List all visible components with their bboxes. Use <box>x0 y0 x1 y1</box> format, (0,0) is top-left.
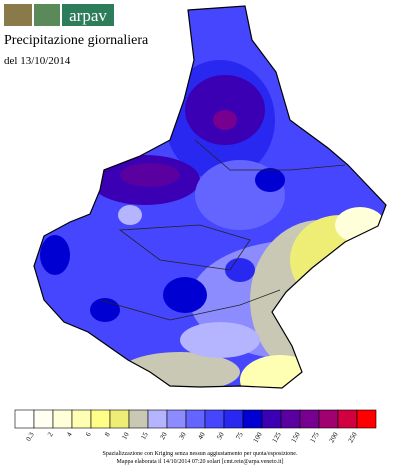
legend-swatch <box>318 409 339 429</box>
legend-swatch <box>128 409 149 429</box>
legend-label: 75 <box>234 431 245 441</box>
field <box>118 205 142 225</box>
footer-note: Mappa elaborata il 14/10/2014 07:20 sola… <box>117 459 284 465</box>
legend-swatch <box>337 409 358 429</box>
province-border <box>99 289 281 321</box>
legend-label: 6 <box>84 431 93 438</box>
field <box>225 258 255 282</box>
legend-swatch <box>33 409 54 429</box>
logo-box <box>62 4 114 26</box>
logo-text: arpav <box>69 6 107 25</box>
legend-swatch <box>280 409 301 429</box>
legend-swatch <box>109 409 130 429</box>
legend-swatch <box>261 409 282 429</box>
logo-emblem <box>34 4 60 26</box>
footer-note: Spazializzazione con Kriging senza nessu… <box>103 451 298 457</box>
legend-label: 30 <box>177 431 188 441</box>
field <box>335 207 385 243</box>
legend-label: 200 <box>328 431 340 445</box>
legend-swatch <box>90 409 111 429</box>
legend-label: 150 <box>290 431 302 445</box>
province-border <box>194 139 346 171</box>
title: Precipitazione giornaliera <box>4 33 149 48</box>
legend-swatch <box>71 409 92 429</box>
legend-label: 15 <box>139 431 150 441</box>
field <box>90 298 120 322</box>
field <box>255 168 285 192</box>
field <box>180 322 260 358</box>
legend-swatch <box>356 409 377 429</box>
legend-swatch <box>299 409 320 429</box>
province-border <box>118 224 251 271</box>
legend-label: 4 <box>65 431 74 438</box>
legend-label: 175 <box>309 431 321 445</box>
legend-swatch <box>204 409 225 429</box>
legend-swatch <box>14 409 35 429</box>
legend-label: 125 <box>271 431 283 445</box>
legend-swatch <box>223 409 244 429</box>
legend-label: 2 <box>46 431 55 438</box>
legend-swatch <box>185 409 206 429</box>
field <box>163 277 207 313</box>
logo-emblem <box>4 4 32 26</box>
legend-label: 8 <box>103 431 112 438</box>
region-outline <box>33 5 387 389</box>
legend-label: 100 <box>252 431 264 445</box>
legend-swatch <box>242 409 263 429</box>
legend-label: 250 <box>347 431 359 445</box>
field <box>40 235 70 275</box>
field <box>120 163 180 187</box>
date: del 13/10/2014 <box>4 55 71 67</box>
field <box>240 355 320 388</box>
legend-swatch <box>166 409 187 429</box>
legend-label: 20 <box>158 431 169 441</box>
legend-label: 40 <box>196 431 207 441</box>
field <box>213 110 237 130</box>
legend-label: 50 <box>215 431 226 441</box>
legend: 0.3 2 4 6 8 10 15 20 30 40 50 75 100 125 150 175 200 250 <box>14 409 377 445</box>
legend-swatch <box>147 409 168 429</box>
legend-label: 10 <box>120 431 131 441</box>
legend-swatch <box>52 409 73 429</box>
legend-label: 0.3 <box>24 431 36 443</box>
